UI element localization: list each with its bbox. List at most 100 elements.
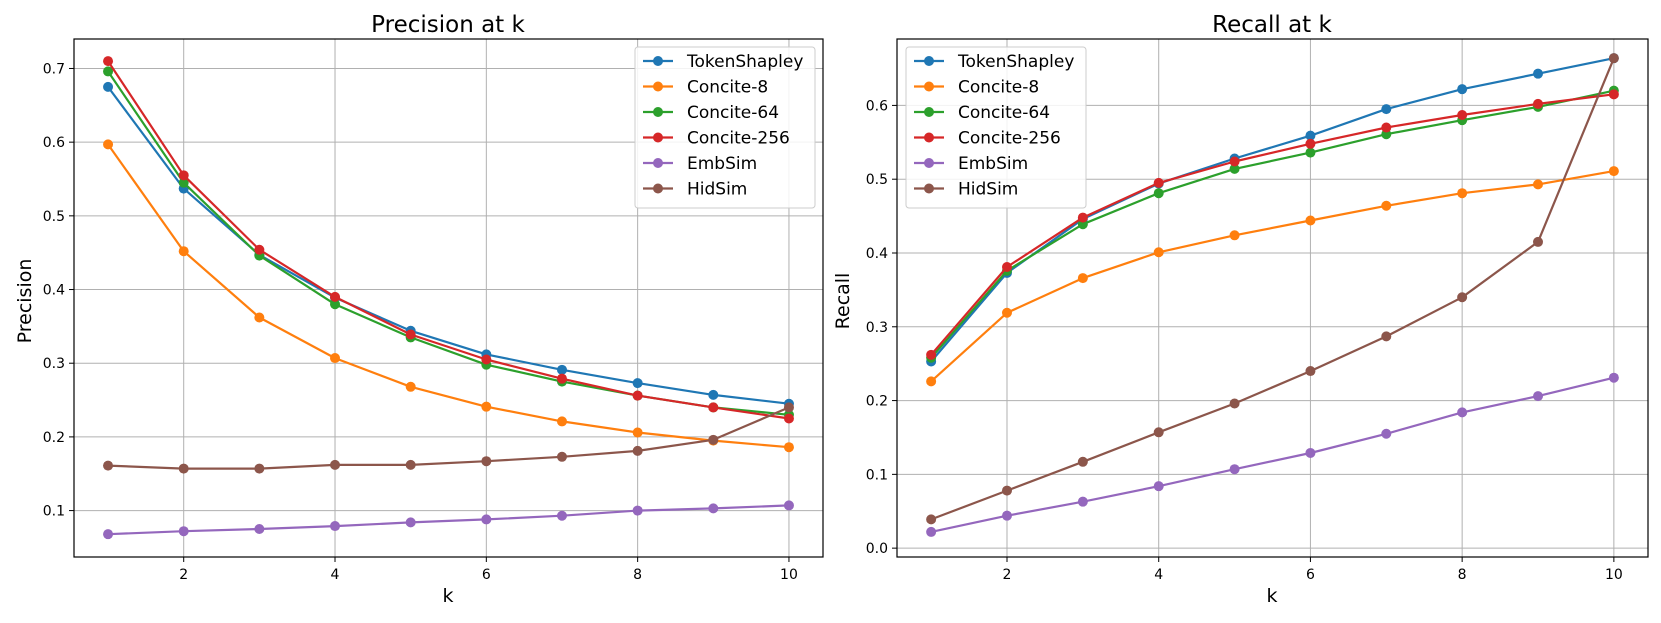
recall-legend: TokenShapley Concite-8 Concite-64 Concite-2… bbox=[905, 46, 1087, 209]
precision-x-tick-label: 2 bbox=[179, 567, 188, 583]
precision-line-hidsim bbox=[107, 406, 790, 470]
precision-legend-swatch-marker bbox=[653, 107, 663, 117]
recall-point-hidsim bbox=[1229, 398, 1240, 409]
precision-point-hidsim bbox=[178, 463, 189, 474]
recall-legend-label: HidSim bbox=[958, 180, 1018, 200]
recall-point-embsim bbox=[1381, 428, 1392, 439]
recall-point-concite-8 bbox=[926, 376, 937, 387]
recall-legend-label: Concite-8 bbox=[958, 78, 1039, 98]
precision-point-concite-64 bbox=[178, 177, 189, 188]
recall-point-concite-8 bbox=[1077, 273, 1088, 284]
recall-point-concite-64 bbox=[1229, 163, 1240, 174]
recall-series-concite-256 bbox=[926, 89, 1619, 360]
recall-series-concite-8 bbox=[926, 166, 1619, 387]
precision-x-tick-label: 6 bbox=[482, 567, 491, 583]
recall-y-tick-label: 0.2 bbox=[866, 394, 888, 410]
recall-point-concite-64 bbox=[1305, 147, 1316, 158]
recall-point-hidsim bbox=[1077, 456, 1088, 467]
recall-point-hidsim bbox=[1001, 485, 1012, 496]
precision-point-embsim bbox=[405, 517, 416, 528]
recall-legend-label: Concite-256 bbox=[958, 129, 1061, 149]
recall-legend-swatch-marker bbox=[924, 56, 934, 66]
recall-point-tokenshapley bbox=[1533, 68, 1544, 79]
precision-y-tick-label: 0.3 bbox=[43, 356, 65, 372]
precision-y-tick-label: 0.1 bbox=[43, 504, 65, 520]
precision-point-hidsim bbox=[254, 463, 265, 474]
precision-series-embsim bbox=[103, 500, 794, 540]
recall-point-concite-8 bbox=[1305, 215, 1316, 226]
precision-legend-item-concite-8: Concite-8 bbox=[643, 78, 768, 98]
recall-x-tick-label: 6 bbox=[1306, 567, 1315, 583]
recall-x-tick-label: 8 bbox=[1458, 567, 1467, 583]
precision-point-hidsim bbox=[330, 459, 341, 470]
precision-legend-swatch-marker bbox=[653, 56, 663, 66]
recall-legend-swatch-marker bbox=[924, 107, 934, 117]
precision-point-concite-8 bbox=[330, 353, 341, 364]
recall-point-hidsim bbox=[1153, 427, 1164, 438]
precision-point-hidsim bbox=[556, 451, 567, 462]
precision-y-tick-label: 0.2 bbox=[43, 430, 65, 446]
precision-point-concite-8 bbox=[103, 139, 114, 150]
precision-point-concite-8 bbox=[481, 401, 492, 412]
precision-ticks: 2 4 6 8 10 0.1 0.2 0.3 0.4 0.5 0.6 0.7 bbox=[43, 61, 798, 583]
precision-line-concite-256 bbox=[107, 60, 790, 420]
recall-point-embsim bbox=[1608, 372, 1619, 383]
recall-series-hidsim bbox=[926, 53, 1619, 525]
recall-grid bbox=[897, 39, 1648, 557]
precision-y-tick-label: 0.7 bbox=[43, 61, 65, 77]
recall-point-concite-256 bbox=[1457, 110, 1468, 121]
recall-legend-item-hidsim: HidSim bbox=[914, 180, 1018, 200]
precision-point-tokenshapley bbox=[708, 389, 719, 400]
recall-y-tick-label: 0.5 bbox=[866, 172, 888, 188]
precision-legend-box bbox=[634, 46, 816, 209]
recall-point-concite-256 bbox=[1229, 156, 1240, 167]
recall-point-hidsim bbox=[1533, 236, 1544, 247]
recall-legend-item-concite-8: Concite-8 bbox=[914, 78, 1039, 98]
precision-point-concite-256 bbox=[254, 244, 265, 255]
precision-point-concite-8 bbox=[632, 427, 643, 438]
recall-point-concite-8 bbox=[1381, 200, 1392, 211]
precision-point-embsim bbox=[330, 521, 341, 532]
recall-point-tokenshapley bbox=[1305, 130, 1316, 141]
precision-series-concite-8 bbox=[103, 139, 794, 453]
recall-point-concite-8 bbox=[1457, 188, 1468, 199]
recall-point-concite-256 bbox=[1305, 138, 1316, 149]
recall-point-concite-256 bbox=[1077, 212, 1088, 223]
recall-point-embsim bbox=[1229, 464, 1240, 475]
recall-point-concite-8 bbox=[1229, 230, 1240, 241]
precision-line-embsim bbox=[107, 504, 790, 536]
recall-point-tokenshapley bbox=[1381, 104, 1392, 115]
recall-point-hidsim bbox=[1608, 53, 1619, 64]
recall-y-tick-label: 0.0 bbox=[866, 541, 888, 557]
precision-legend-label: TokenShapley bbox=[686, 52, 803, 72]
precision-legend-label: Concite-8 bbox=[687, 78, 768, 98]
precision-x-tick-label: 4 bbox=[331, 567, 340, 583]
recall-point-concite-8 bbox=[1001, 307, 1012, 318]
precision-point-concite-8 bbox=[783, 442, 794, 453]
precision-legend: TokenShapley Concite-8 Concite-64 Concite-2… bbox=[634, 46, 816, 209]
precision-line-concite-8 bbox=[107, 143, 790, 449]
recall-point-concite-256 bbox=[1533, 98, 1544, 109]
precision-y-tick-label: 0.4 bbox=[43, 283, 65, 299]
recall-point-concite-256 bbox=[1001, 262, 1012, 273]
precision-x-tick-label: 8 bbox=[633, 567, 642, 583]
recall-point-concite-256 bbox=[926, 349, 937, 360]
precision-legend-item-tokenshapley: TokenShapley bbox=[643, 52, 803, 72]
recall-chart-title: Recall at k bbox=[1212, 12, 1332, 38]
recall-legend-swatch-marker bbox=[924, 81, 934, 92]
recall-point-embsim bbox=[1153, 481, 1164, 492]
precision-point-embsim bbox=[708, 503, 719, 514]
recall-x-axis-label: k bbox=[1266, 585, 1277, 607]
precision-point-concite-8 bbox=[405, 381, 416, 392]
recall-point-concite-8 bbox=[1533, 179, 1544, 190]
recall-line-concite-8 bbox=[930, 170, 1615, 383]
precision-legend-label: Concite-256 bbox=[687, 129, 790, 149]
recall-point-concite-256 bbox=[1608, 89, 1619, 100]
precision-chart: Precision at k k Precision 2 4 6 8 10 0.1 0.2 0… bbox=[14, 12, 824, 607]
precision-x-axis-label: k bbox=[442, 585, 453, 607]
precision-point-embsim bbox=[178, 526, 189, 537]
recall-legend-box bbox=[905, 46, 1087, 209]
precision-point-embsim bbox=[783, 500, 794, 511]
precision-series bbox=[103, 56, 794, 540]
